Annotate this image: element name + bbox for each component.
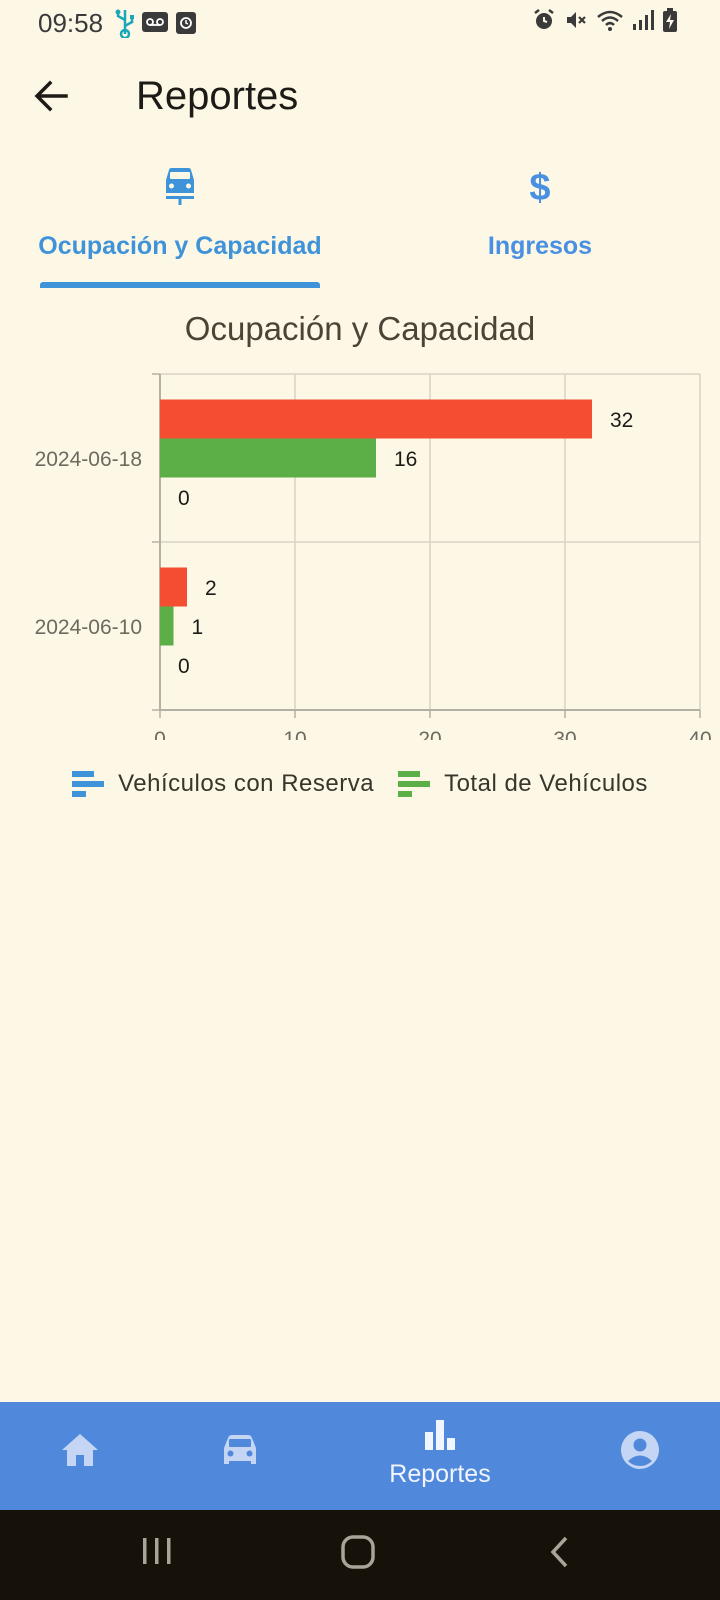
tab-ingresos[interactable]: $ Ingresos (380, 150, 700, 286)
back-button[interactable] (30, 74, 74, 118)
back-chevron-icon[interactable] (546, 1534, 574, 1575)
nav-reportes[interactable]: Reportes (370, 1402, 510, 1510)
system-navigation-bar (0, 1510, 720, 1600)
recent-apps-icon[interactable] (140, 1534, 174, 1573)
battery-charging-icon (662, 8, 678, 37)
legend-label: Vehículos con Reserva (118, 770, 375, 797)
mute-icon (564, 8, 588, 37)
nav-profile[interactable] (600, 1402, 680, 1510)
bar (160, 438, 376, 478)
x-tick-label: 10 (283, 728, 306, 740)
status-time: 09:58 (38, 8, 104, 38)
x-tick-label: 0 (154, 728, 166, 740)
bar-value-label: 16 (394, 448, 417, 471)
car-icon (221, 1434, 259, 1473)
tab-label: Ocupación y Capacidad (38, 232, 322, 260)
bar (160, 567, 187, 607)
nav-label: Reportes (389, 1460, 491, 1488)
app-bar: Reportes (0, 52, 720, 142)
chart-title: Ocupación y Capacidad (184, 310, 536, 347)
x-tick-label: 20 (418, 728, 441, 740)
voicemail-icon (142, 12, 168, 37)
x-tick-label: 30 (553, 728, 576, 740)
bar-value-label: 0 (178, 655, 190, 678)
svg-text:$: $ (529, 167, 550, 206)
x-tick-label: 40 (688, 728, 711, 740)
nav-vehicles[interactable] (200, 1402, 280, 1510)
tab-indicator (40, 282, 320, 288)
wifi-icon (596, 8, 624, 37)
bar-legend-icon (72, 771, 105, 797)
tab-label: Ingresos (487, 232, 593, 260)
chart-legend: Vehículos con Reserva Total de Vehículos (0, 770, 720, 798)
home-icon (60, 1432, 100, 1473)
page-title: Reportes (136, 74, 299, 118)
y-category-label: 2024-06-18 (35, 448, 142, 471)
tab-bar: Ocupación y Capacidad $ Ingresos (0, 150, 720, 290)
bar (160, 606, 174, 646)
status-icons (532, 8, 678, 37)
status-bar: 09:58 (0, 0, 720, 46)
bar-legend-icon (398, 771, 431, 797)
tab-ocupacion-capacidad[interactable]: Ocupación y Capacidad (20, 150, 340, 286)
car-icon (163, 166, 197, 211)
account-circle-icon (620, 1430, 660, 1475)
home-circle-icon[interactable] (340, 1534, 376, 1575)
screen-record-icon (176, 12, 196, 39)
usb-icon (114, 8, 136, 43)
bottom-navigation: Reportes (0, 1402, 720, 1510)
signal-icon (632, 9, 654, 36)
bar-value-label: 0 (178, 487, 190, 510)
legend-label: Total de Vehículos (444, 770, 648, 797)
bar-chart-icon (423, 1418, 457, 1455)
dollar-icon: $ (527, 166, 553, 211)
arrow-back-icon (30, 80, 74, 122)
bar-value-label: 1 (192, 616, 204, 639)
nav-home[interactable] (40, 1402, 120, 1510)
bar (160, 399, 592, 439)
legend-item-reserva: Vehículos con Reserva (72, 770, 374, 798)
legend-item-total: Total de Vehículos (398, 770, 648, 798)
bar-value-label: 32 (610, 409, 633, 432)
bar-value-label: 2 (205, 577, 217, 600)
y-category-label: 2024-06-10 (35, 616, 142, 639)
alarm-icon (532, 8, 556, 37)
